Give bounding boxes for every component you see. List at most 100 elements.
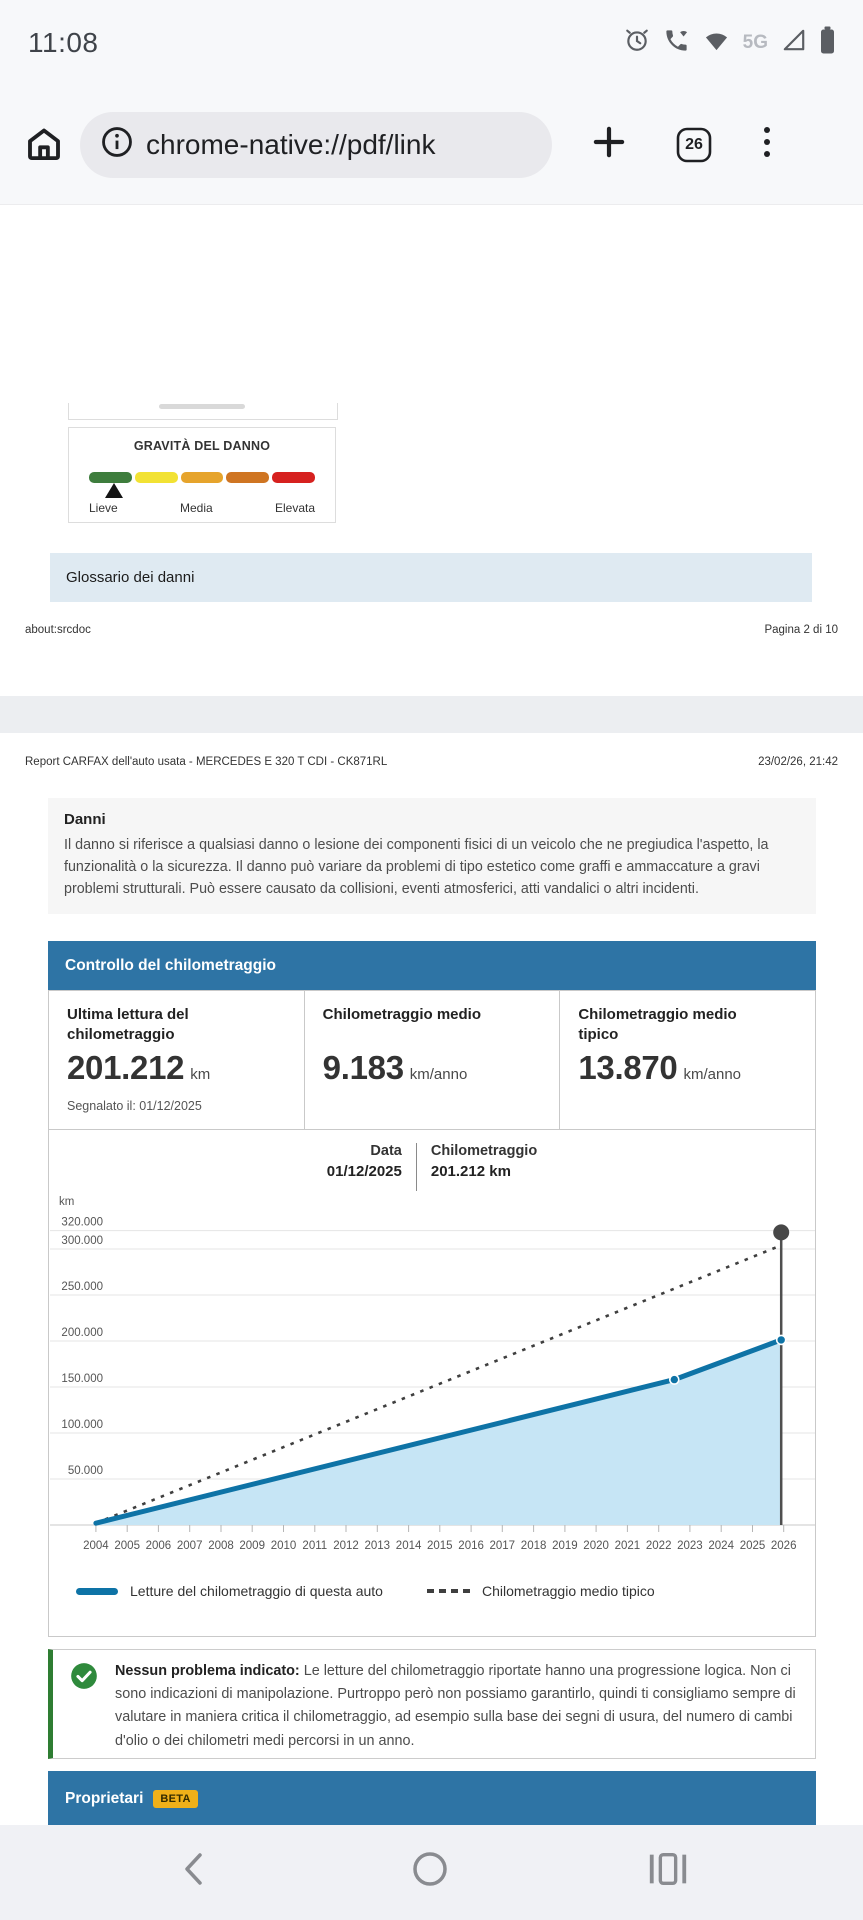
chart-legend: Letture del chilometraggio di questa aut… (49, 1583, 815, 1599)
svg-text:2023: 2023 (677, 1540, 703, 1552)
svg-text:50.000: 50.000 (68, 1465, 103, 1477)
tooltip-divider (415, 1143, 417, 1191)
svg-text:2024: 2024 (708, 1540, 734, 1552)
page-separator (0, 696, 863, 733)
severity-title: GRAVITÀ DEL DANNO (133, 439, 271, 453)
page3-header: Report CARFAX dell'auto usata - MERCEDES… (25, 756, 838, 768)
stat-average-mileage: Chilometraggio medio 9.183 km/anno (303, 991, 560, 1129)
owners-title: Proprietari (65, 1789, 144, 1807)
callout-title: Nessun problema indicato: (115, 1663, 300, 1679)
page-number: Pagina 2 di 10 (764, 624, 838, 636)
mileage-section-header: Controllo del chilometraggio (48, 941, 816, 990)
signal-icon (781, 27, 807, 58)
tab-switcher-button[interactable]: 26 (674, 125, 714, 165)
svg-text:2016: 2016 (458, 1540, 484, 1552)
glossary-section-header: Glossario dei danni (50, 553, 812, 602)
report-title: Report CARFAX dell'auto usata - MERCEDES… (25, 756, 388, 768)
svg-text:2020: 2020 (583, 1540, 609, 1552)
svg-text:100.000: 100.000 (61, 1419, 103, 1431)
severity-label-medium: Media (179, 501, 213, 515)
page-info-icon[interactable] (100, 125, 134, 164)
mileage-stats-row: Ultima lettura del chilometraggio 201.21… (49, 991, 815, 1130)
pdf-viewport[interactable]: GRAVITÀ DEL DANNO Lieve Media Elevata Gl… (0, 206, 863, 1890)
check-circle-icon (70, 1662, 98, 1695)
danni-title: Danni (64, 811, 106, 828)
report-timestamp: 23/02/26, 21:42 (758, 756, 838, 768)
tooltip-km-value: 201.212 km (430, 1163, 511, 1180)
home-button[interactable] (22, 123, 66, 167)
tooltip-date-value: 01/12/2025 (326, 1163, 402, 1180)
svg-text:2019: 2019 (552, 1540, 578, 1552)
svg-text:2021: 2021 (615, 1540, 641, 1552)
svg-text:2025: 2025 (740, 1540, 766, 1552)
svg-text:2022: 2022 (646, 1540, 672, 1552)
damage-description-section: Danni Il danno si riferisce a qualsiasi … (48, 798, 816, 914)
svg-text:2012: 2012 (333, 1540, 359, 1552)
svg-text:300.000: 300.000 (61, 1235, 103, 1247)
svg-text:km: km (59, 1196, 74, 1208)
no-problem-callout: Nessun problema indicato: Le letture del… (48, 1649, 816, 1759)
chrome-toolbar: chrome-native://pdf/link 26 (0, 85, 863, 205)
svg-text:2026: 2026 (771, 1540, 797, 1552)
svg-text:2011: 2011 (302, 1540, 327, 1552)
solid-line-swatch (76, 1587, 118, 1595)
page2-footer: about:srcdoc Pagina 2 di 10 (25, 624, 838, 636)
svg-text:200.000: 200.000 (61, 1327, 103, 1339)
nav-recents-button[interactable] (646, 1847, 690, 1891)
mileage-section-body: Ultima lettura del chilometraggio 201.21… (48, 990, 816, 1637)
damage-severity-card: GRAVITÀ DEL DANNO Lieve Media Elevata (68, 427, 336, 523)
wifi-calling-icon (663, 27, 690, 59)
svg-text:2014: 2014 (396, 1540, 422, 1552)
navigation-bar (0, 1825, 863, 1920)
svg-text:150.000: 150.000 (61, 1373, 103, 1385)
stat-unit: km (190, 1066, 211, 1083)
svg-text:2018: 2018 (521, 1540, 547, 1552)
callout-body: Le letture del chilometraggio riportate … (115, 1663, 796, 1749)
svg-text:2007: 2007 (177, 1540, 203, 1552)
svg-text:2008: 2008 (208, 1540, 234, 1552)
owners-section-header: Proprietari BETA (48, 1771, 816, 1826)
nav-back-button[interactable] (173, 1847, 217, 1891)
url-bar[interactable]: chrome-native://pdf/link (80, 111, 552, 178)
chart-tooltip: Data 01/12/2025 Chilometraggio 201.212 k… (49, 1143, 815, 1191)
status-time: 11:08 (28, 26, 99, 58)
legend-item-readings: Letture del chilometraggio di questa aut… (76, 1583, 383, 1599)
svg-text:2009: 2009 (239, 1540, 265, 1552)
tab-count: 26 (685, 135, 703, 153)
alarm-icon (624, 27, 650, 58)
legend-item-typical: Chilometraggio medio tipico (426, 1583, 655, 1599)
stat-last-reading: Ultima lettura del chilometraggio 201.21… (67, 1006, 211, 1113)
stat-value: 13.870 (578, 1049, 678, 1086)
svg-text:2005: 2005 (114, 1540, 140, 1552)
danni-body: Il danno si riferisce a qualsiasi danno … (64, 837, 769, 897)
svg-text:320.000: 320.000 (61, 1217, 103, 1229)
menu-button[interactable] (760, 120, 774, 169)
stat-note: Segnalato il: 01/12/2025 (67, 1099, 202, 1113)
battery-icon (820, 26, 835, 59)
status-icons: 5G (624, 26, 835, 59)
tooltip-date-label: Data (370, 1143, 402, 1159)
svg-text:250.000: 250.000 (61, 1281, 103, 1293)
new-tab-button[interactable] (588, 121, 630, 168)
severity-labels: Lieve Media Elevata (89, 501, 315, 515)
severity-label-low: Lieve (89, 501, 118, 515)
stat-typical-mileage: Chilometraggio medio tipico 13.870 km/ann… (559, 991, 815, 1129)
svg-text:2013: 2013 (365, 1540, 391, 1552)
dashed-line-swatch (426, 1589, 470, 1593)
truncated-card (68, 403, 338, 420)
network-type-label: 5G (742, 31, 768, 53)
svg-text:2017: 2017 (490, 1540, 516, 1552)
severity-bar (89, 472, 315, 483)
mileage-chart: 50.000 100.000 150.000 200.000 250.000 300.00… (50, 1196, 815, 1552)
svg-text:2004: 2004 (83, 1540, 109, 1552)
nav-home-button[interactable] (408, 1847, 452, 1891)
severity-pointer-icon (105, 483, 123, 498)
stat-value: 9.183 (322, 1049, 404, 1086)
severity-label-high: Elevata (274, 501, 315, 515)
stat-unit: km/anno (409, 1066, 468, 1083)
stat-value: 201.212 (67, 1049, 185, 1086)
svg-text:2010: 2010 (271, 1540, 297, 1552)
svg-text:2006: 2006 (146, 1540, 172, 1552)
wifi-icon (703, 27, 730, 59)
